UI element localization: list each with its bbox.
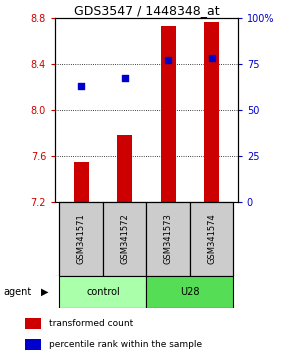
- Text: control: control: [86, 287, 120, 297]
- Bar: [161, 26, 176, 202]
- Text: GSM341573: GSM341573: [164, 213, 173, 264]
- Bar: [25, 339, 41, 350]
- Point: [122, 76, 127, 81]
- Text: U28: U28: [180, 287, 200, 297]
- Text: ▶: ▶: [41, 287, 48, 297]
- Text: transformed count: transformed count: [49, 319, 133, 328]
- Text: GSM341574: GSM341574: [207, 213, 216, 264]
- Point: [209, 55, 214, 61]
- Bar: [190, 202, 233, 276]
- Text: GSM341571: GSM341571: [77, 213, 86, 264]
- Point: [79, 83, 84, 88]
- Bar: [59, 276, 146, 308]
- Bar: [74, 161, 89, 202]
- Text: percentile rank within the sample: percentile rank within the sample: [49, 340, 202, 349]
- Text: GSM341572: GSM341572: [120, 213, 129, 264]
- Point: [166, 57, 171, 63]
- Bar: [204, 22, 219, 202]
- Title: GDS3547 / 1448348_at: GDS3547 / 1448348_at: [74, 4, 219, 17]
- Bar: [146, 276, 233, 308]
- Bar: [146, 202, 190, 276]
- Bar: [25, 318, 41, 329]
- Bar: [59, 202, 103, 276]
- Text: agent: agent: [3, 287, 31, 297]
- Bar: [117, 135, 132, 202]
- Bar: [103, 202, 146, 276]
